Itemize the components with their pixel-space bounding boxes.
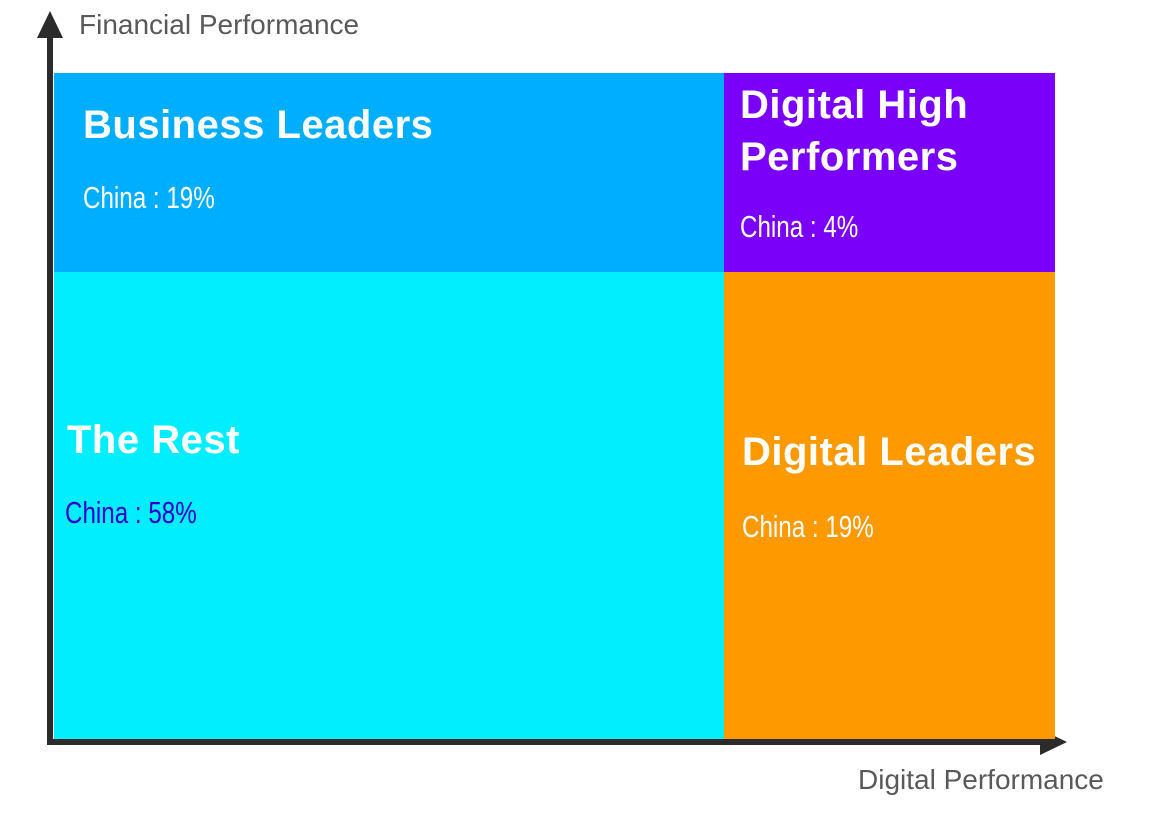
quadrant-stat-digital-leaders: China : 19%	[742, 509, 874, 544]
quadrant-business-leaders: Business Leaders China : 19%	[54, 73, 724, 272]
quadrant-title-digital-leaders: Digital Leaders	[742, 430, 1037, 474]
y-axis-label: Financial Performance	[79, 9, 360, 40]
y-axis-line	[47, 34, 53, 745]
quadrant-digital-leaders: Digital Leaders China : 19%	[724, 272, 1055, 739]
x-axis-line	[47, 739, 1041, 745]
quadrant-title-digital-high-performers: Digital High Performers	[740, 83, 969, 179]
quadrant-stat-business-leaders: China : 19%	[83, 180, 215, 215]
x-axis-label: Digital Performance	[858, 764, 1104, 795]
quadrant-the-rest: The Rest China : 58%	[54, 272, 724, 739]
quadrant-stat-digital-high-performers: China : 4%	[740, 209, 859, 244]
quadrant-digital-high-performers: Digital High Performers China : 4%	[724, 73, 1055, 272]
y-axis-arrowhead-icon	[37, 11, 63, 38]
quadrant-title-the-rest: The Rest	[67, 418, 240, 462]
quadrant-title-business-leaders: Business Leaders	[83, 103, 434, 147]
quadrant-stat-the-rest: China : 58%	[65, 495, 197, 530]
